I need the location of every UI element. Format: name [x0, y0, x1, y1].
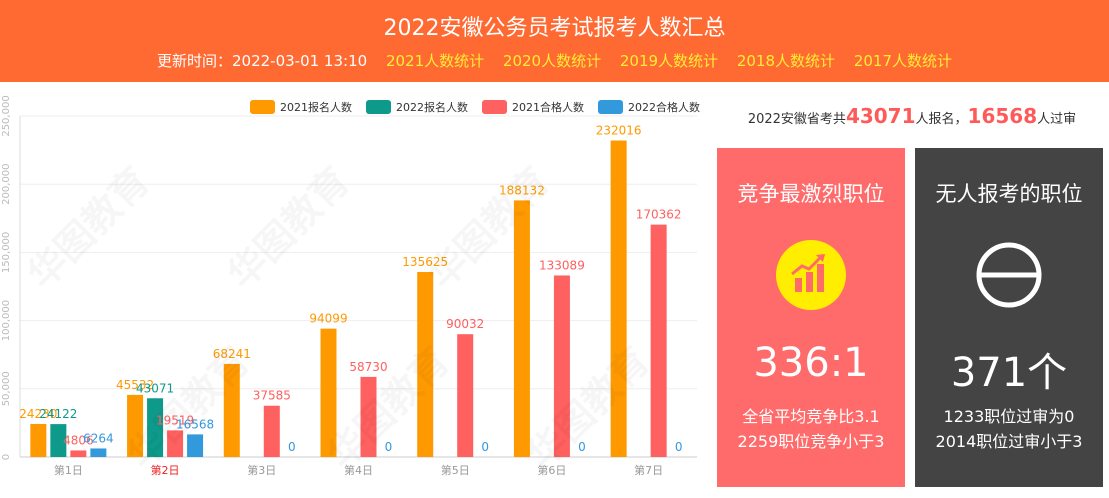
no-applicants-line-1: 1233职位过审为0	[943, 407, 1075, 426]
y-tick-label: 150,000	[1, 232, 12, 273]
bar	[417, 272, 434, 457]
bar	[167, 430, 184, 457]
competitive-line-1: 全省平均竞争比3.1	[742, 407, 880, 426]
data-label: 133089	[539, 258, 585, 272]
link-2018[interactable]: 2018人数统计	[736, 52, 836, 70]
header-bar: 2022安徽公务员考试报考人数汇总 更新时间：2022-03-01 13:10 …	[0, 0, 1109, 82]
summary-line: 2022安徽省考共43071人报名，16568人过审	[717, 104, 1107, 128]
link-2017[interactable]: 2017人数统计	[853, 52, 952, 70]
data-label: 16568	[176, 417, 214, 431]
page-title: 2022安徽公务员考试报考人数汇总	[383, 16, 726, 41]
data-label: 24230	[19, 407, 57, 421]
competitive-card[interactable]: 竞争最激烈职位 336:1 全省平均竞争比3.1 2259职位竞争小于3	[717, 148, 905, 487]
summary-prefix: 2022安徽省考共	[747, 112, 846, 127]
x-tick-label: 第5日	[441, 463, 470, 477]
y-tick-label: 200,000	[1, 164, 12, 205]
legend-label: 2021报名人数	[280, 100, 352, 114]
legend-label: 2022报名人数	[396, 100, 468, 114]
registered-count: 43071	[845, 104, 916, 128]
data-label: 0	[675, 440, 683, 454]
x-tick-label: 第7日	[634, 463, 663, 477]
summary-mid: 人报名，	[915, 112, 968, 127]
data-label: 4806	[63, 433, 94, 447]
y-tick-label: 0	[1, 454, 12, 460]
chart-area: 华图教育 华图教育 华图教育 华图教育 华图教育 华图教育 050,000100…	[0, 88, 705, 494]
bar	[263, 405, 280, 457]
x-tick-label: 第3日	[247, 463, 276, 477]
bar	[457, 334, 474, 457]
bar	[70, 450, 87, 457]
legend-swatch	[598, 100, 623, 114]
data-label: 170362	[636, 208, 682, 222]
data-label: 0	[385, 440, 393, 454]
x-tick-label: 第1日	[54, 463, 83, 477]
competitive-ratio: 336:1	[753, 340, 869, 386]
data-label: 0	[481, 440, 489, 454]
data-label: 19519	[156, 413, 194, 427]
bar	[513, 200, 530, 458]
data-label: 68241	[213, 347, 251, 361]
competitive-card-title: 竞争最激烈职位	[737, 182, 885, 206]
legend-swatch	[366, 100, 391, 114]
data-label: 37585	[253, 389, 291, 403]
bar	[610, 140, 627, 457]
y-tick-label: 50,000	[1, 371, 12, 406]
bar	[650, 224, 667, 457]
passed-count: 16568	[967, 104, 1038, 128]
legend-label: 2021合格人数	[512, 100, 584, 114]
bar	[360, 376, 377, 457]
link-2021[interactable]: 2021人数统计	[385, 52, 485, 70]
data-label: 188132	[499, 183, 545, 197]
no-applicants-card[interactable]: 无人报考的职位 371个 1233职位过审为0 2014职位过审小于3	[915, 148, 1103, 487]
bar	[187, 434, 204, 457]
bar	[127, 394, 144, 457]
data-label: 58730	[349, 360, 387, 374]
data-label: 0	[578, 440, 586, 454]
data-label: 24122	[39, 407, 77, 421]
empty-set-icon	[976, 242, 1042, 308]
no-applicants-count: 371个	[950, 350, 1068, 396]
legend-swatch	[250, 100, 275, 114]
subheader: 更新时间：2022-03-01 13:10 2021人数统计 2020人数统计 …	[0, 50, 1109, 71]
bar	[223, 363, 240, 457]
no-applicants-card-title: 无人报考的职位	[935, 182, 1083, 206]
rising-bar-chart-icon	[776, 240, 846, 310]
data-label: 232016	[596, 124, 642, 138]
y-tick-label: 250,000	[1, 95, 12, 136]
data-label: 90032	[446, 317, 484, 331]
link-2020[interactable]: 2020人数统计	[502, 52, 602, 70]
y-tick-label: 100,000	[1, 300, 12, 341]
bar	[50, 424, 67, 457]
data-label: 94099	[309, 312, 347, 326]
data-label: 6264	[83, 431, 114, 445]
data-label: 135625	[402, 255, 448, 269]
data-label: 0	[288, 440, 296, 454]
summary-suffix: 人过审	[1037, 112, 1077, 127]
data-label: 43071	[136, 381, 174, 395]
link-2019[interactable]: 2019人数统计	[619, 52, 719, 70]
bar	[30, 423, 47, 457]
legend-label: 2022合格人数	[628, 100, 700, 114]
legend-swatch	[482, 100, 507, 114]
x-tick-label: 第6日	[537, 463, 566, 477]
update-time: 更新时间：2022-03-01 13:10	[156, 52, 368, 70]
competitive-line-2: 2259职位竞争小于3	[737, 432, 885, 451]
x-tick-label: 第4日	[344, 463, 373, 477]
bar	[147, 398, 164, 457]
x-tick-label: 第2日	[151, 463, 180, 477]
bar	[90, 448, 107, 457]
no-applicants-line-2: 2014职位过审小于3	[935, 432, 1083, 451]
bar-chart: 0 50,000 100,000 150,000 200,000 250,000 2021报…	[1, 95, 700, 477]
bar	[553, 275, 570, 457]
data-label: 45532	[116, 378, 154, 392]
bar	[320, 328, 337, 457]
